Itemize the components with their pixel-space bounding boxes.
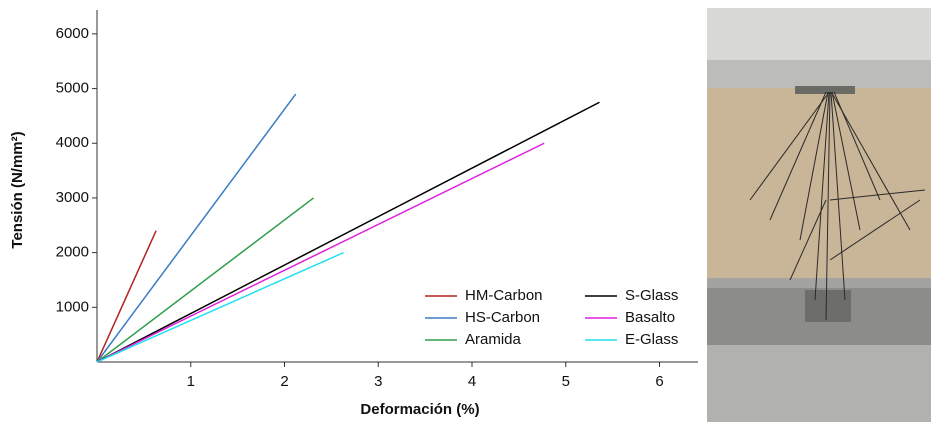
legend-label: HS-Carbon	[465, 309, 540, 326]
x-tick-label: 4	[468, 373, 476, 390]
y-tick-label: 6000	[56, 25, 89, 42]
photo	[707, 8, 931, 422]
legend-label: Basalto	[625, 309, 675, 326]
legend-label: HM-Carbon	[465, 287, 543, 304]
y-tick-label: 4000	[56, 134, 89, 151]
series-line	[96, 93, 297, 363]
legend-label: Aramida	[465, 331, 522, 348]
y-tick-label: 2000	[56, 244, 89, 261]
series-line	[96, 101, 600, 363]
legend-label: E-Glass	[625, 331, 678, 348]
x-axis-label: Deformación (%)	[360, 401, 479, 418]
x-tick-label: 5	[562, 373, 570, 390]
legend-label: S-Glass	[625, 287, 678, 304]
y-tick-label: 3000	[56, 189, 89, 206]
x-tick-label: 1	[187, 373, 195, 390]
y-tick-label: 5000	[56, 80, 89, 97]
series-line	[96, 197, 315, 363]
series-line	[96, 251, 344, 363]
y-axis-label: Tensión (N/mm²)	[9, 131, 26, 248]
y-tick-label: 1000	[56, 298, 89, 315]
series-line	[96, 230, 157, 363]
x-tick-label: 3	[374, 373, 382, 390]
x-tick-label: 6	[655, 373, 663, 390]
series-line	[96, 142, 545, 363]
x-tick-label: 2	[280, 373, 288, 390]
